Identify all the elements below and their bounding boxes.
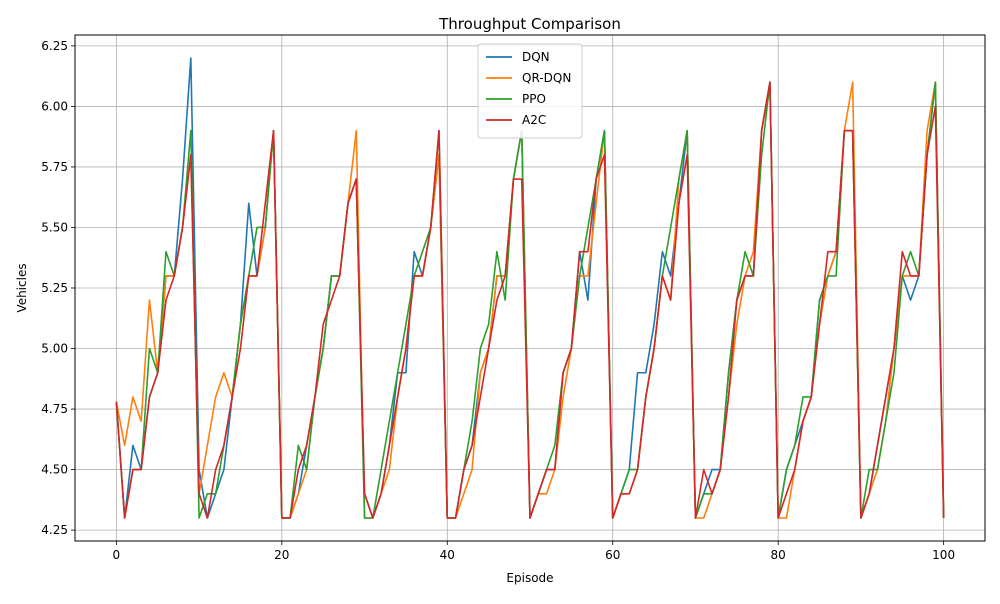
chart-title: Throughput Comparison — [438, 15, 621, 33]
y-tick-label: 5.50 — [41, 220, 68, 234]
x-axis-label: Episode — [506, 571, 553, 585]
x-tick-label: 100 — [932, 548, 955, 562]
y-axis-label: Vehicles — [15, 263, 29, 312]
x-tick-label: 80 — [771, 548, 786, 562]
y-tick-label: 5.25 — [41, 281, 68, 295]
series-line-a2c — [115, 81, 945, 519]
y-tick-label: 4.25 — [41, 523, 68, 537]
legend-box — [477, 43, 583, 139]
legend-label: DQN — [522, 50, 550, 64]
legend-label: PPO — [522, 92, 546, 106]
y-tick-label: 6.25 — [41, 39, 68, 53]
x-tick-label: 0 — [113, 548, 121, 562]
axis-ticks: 0 20 40 60 80 100 4.25 4.50 4.75 5.00 5.25 5.50 5.75… — [41, 39, 955, 562]
series-layer — [115, 57, 945, 519]
y-tick-label: 4.50 — [41, 463, 68, 477]
x-tick-label: 20 — [274, 548, 289, 562]
x-tick-label: 60 — [605, 548, 620, 562]
y-tick-label: 6.00 — [41, 99, 68, 113]
legend: DQN QR-DQN PPO A2C — [477, 43, 583, 139]
y-tick-label: 4.75 — [41, 402, 68, 416]
x-tick-label: 40 — [440, 548, 455, 562]
y-tick-label: 5.75 — [41, 160, 68, 174]
legend-label: A2C — [522, 113, 546, 127]
y-tick-label: 5.00 — [41, 342, 68, 356]
legend-label: QR-DQN — [522, 71, 571, 85]
